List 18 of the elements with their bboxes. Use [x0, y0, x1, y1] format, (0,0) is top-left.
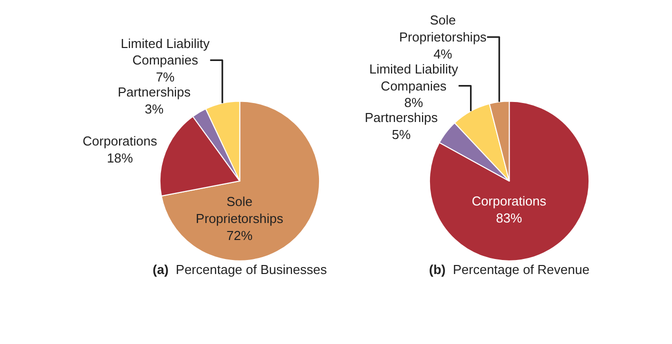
slice-label: Limited Liability Companies — [369, 61, 459, 94]
data-label: 7% — [156, 70, 176, 85]
slice-label: Sole Proprietorships — [196, 194, 284, 226]
text: (b) Percentage of Revenue — [429, 262, 590, 277]
text: (a) Percentage of Businesses — [152, 262, 328, 277]
data-label: 72% — [226, 228, 253, 243]
data-label: 18% — [106, 150, 134, 166]
slice-label: Corporations — [82, 134, 158, 149]
slice-label: Sole Proprietorships — [399, 12, 488, 45]
slice-label: Limited Liability Companies — [120, 36, 210, 68]
data-label: 83% — [496, 210, 522, 226]
data-label: 5% — [392, 127, 412, 142]
slice-label: Partnerships — [118, 84, 192, 100]
slice-label: Partnerships — [364, 110, 438, 126]
slice-label: Corporations — [472, 194, 547, 209]
data-label: 8% — [404, 95, 424, 110]
data-label: 4% — [433, 46, 453, 62]
data-label: 3% — [144, 102, 164, 117]
